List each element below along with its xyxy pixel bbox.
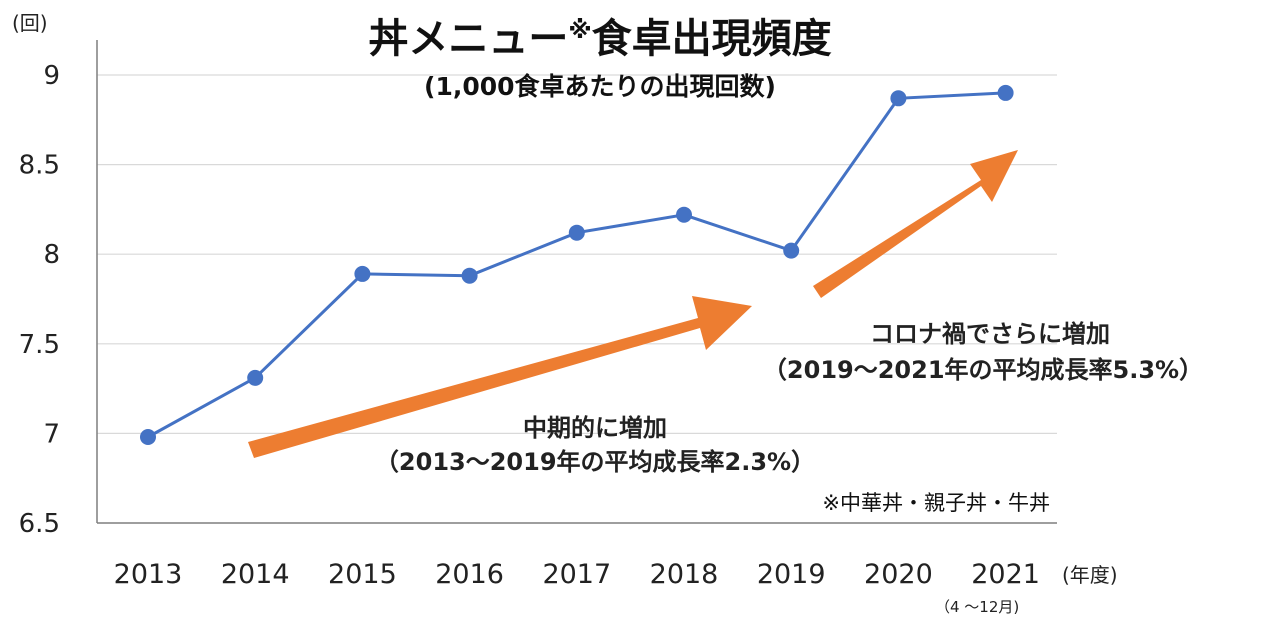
y-tick-label: 7 bbox=[43, 419, 60, 449]
annotation-mid-term-line1: 中期的に増加 bbox=[523, 414, 667, 442]
series-points bbox=[140, 84, 1014, 445]
y-tick-label: 9 bbox=[43, 61, 60, 91]
data-point-2014 bbox=[247, 369, 264, 386]
arrow-mid-term bbox=[248, 296, 752, 458]
series-polyline bbox=[147, 91, 1006, 439]
y-unit-label: (回) bbox=[12, 11, 48, 35]
annotation-covid-line1: コロナ禍でさらに増加 bbox=[870, 320, 1110, 348]
data-point-2019 bbox=[783, 242, 800, 259]
title-mark: ※ bbox=[568, 16, 591, 44]
x-extra-label: （4 ～12月) bbox=[935, 598, 1019, 616]
x-tick-label: 2021 bbox=[971, 559, 1040, 590]
y-tick-label: 6.5 bbox=[19, 509, 60, 539]
annotation-mid-term-line2: （2013～2019年の平均成長率2.3%） bbox=[375, 448, 815, 476]
data-point-2013 bbox=[140, 428, 156, 445]
series-line bbox=[147, 91, 1006, 439]
data-point-2016 bbox=[461, 267, 478, 284]
data-point-2015 bbox=[354, 265, 371, 282]
x-tick-label: 2018 bbox=[650, 559, 719, 590]
axes bbox=[96, 40, 1057, 524]
chart-subtitle: (1,000食卓あたりの出現回数) bbox=[424, 72, 776, 101]
trend-arrows bbox=[248, 150, 1018, 458]
y-tick-label: 8 bbox=[43, 240, 60, 270]
footnote: ※中華丼・親子丼・牛丼 bbox=[822, 491, 1050, 515]
data-point-2020 bbox=[890, 90, 907, 107]
data-point-2021 bbox=[997, 84, 1014, 101]
x-tick-label: 2016 bbox=[435, 559, 504, 590]
chart-title: 丼メニュー※食卓出現頻度 bbox=[368, 16, 831, 62]
x-tick-label: 2015 bbox=[328, 559, 397, 590]
x-tick-label: 2013 bbox=[114, 559, 183, 590]
arrow-covid bbox=[813, 150, 1018, 298]
y-tick-label: 7.5 bbox=[19, 330, 60, 360]
y-tick-label: 8.5 bbox=[19, 151, 60, 181]
title-rest: 食卓出現頻度 bbox=[592, 16, 832, 62]
x-tick-label: 2017 bbox=[542, 559, 611, 590]
data-point-2017 bbox=[568, 224, 585, 241]
x-tick-labels: 2013 2014 2015 2016 2017 2018 2019 2020 2021 bbox=[114, 559, 1040, 590]
annotation-covid-line2: （2019～2021年の平均成長率5.3%） bbox=[763, 356, 1203, 384]
gridlines bbox=[97, 74, 1057, 434]
data-point-2018 bbox=[676, 206, 692, 223]
x-tick-label: 2014 bbox=[221, 559, 290, 590]
x-tick-label: 2019 bbox=[757, 559, 826, 590]
x-unit-label: (年度) bbox=[1062, 563, 1118, 587]
x-tick-label: 2020 bbox=[864, 559, 933, 590]
y-tick-labels: 6.5 7 7.5 8 8.5 9 bbox=[19, 61, 60, 539]
title-main: 丼メニュー bbox=[368, 16, 568, 62]
